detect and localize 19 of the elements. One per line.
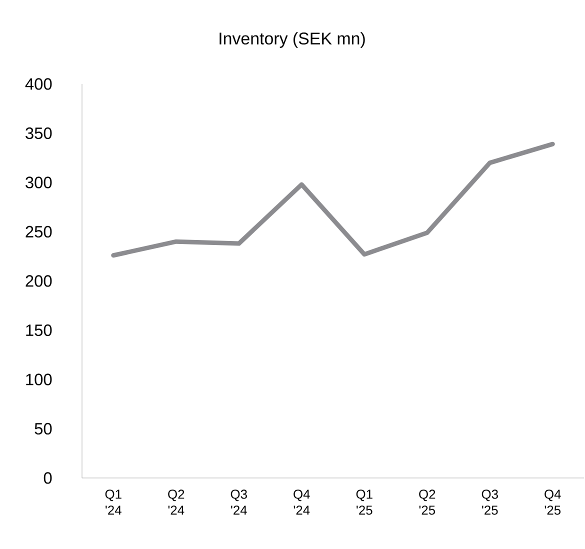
x-tick-label: Q1 '25	[356, 490, 372, 515]
x-tick-label: Q3 '24	[230, 490, 247, 515]
x-tick-label: Q4 '24	[294, 490, 310, 515]
y-tick-label: 300	[26, 176, 52, 188]
line-series	[111, 142, 555, 258]
y-tick-label: 150	[26, 324, 52, 336]
y-tick-label: 250	[26, 226, 52, 238]
x-tick-label: Q2 '25	[419, 490, 436, 515]
x-tick-label: Q4 '25	[544, 490, 561, 515]
x-tick-label: Q3 '25	[482, 490, 498, 515]
chart-title: Inventory (SEK mn)	[220, 32, 365, 48]
y-tick-label: 0	[44, 472, 52, 484]
y-tick-label: 50	[34, 422, 52, 435]
x-tick-label: Q2 '24	[168, 490, 184, 515]
y-tick-label: 100	[26, 374, 52, 386]
x-tick-label: Q1 '24	[105, 490, 122, 515]
y-tick-label: 400	[25, 78, 52, 90]
y-tick-label: 350	[26, 127, 52, 140]
y-tick-label: 200	[26, 275, 52, 287]
